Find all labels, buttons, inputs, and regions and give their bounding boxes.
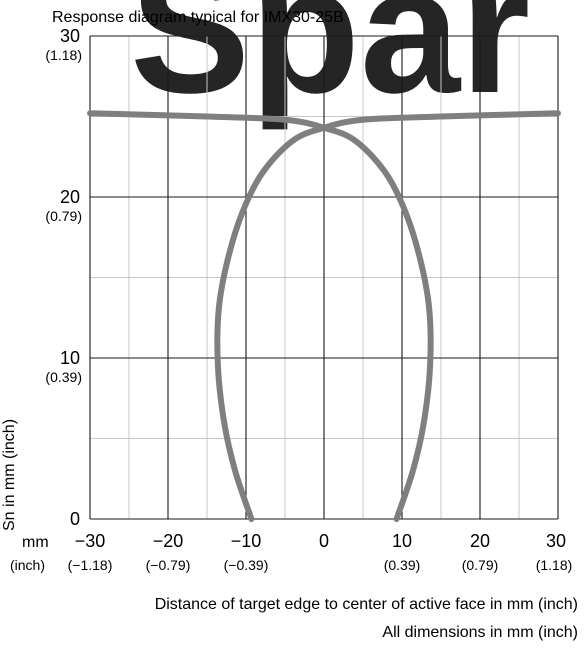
- x-axis-ticks: −30 (−1.18) −20 (−0.79) −10 (−0.39) 0 10 (0.39) 2…: [68, 531, 573, 573]
- x-tick-label: 0: [319, 531, 329, 551]
- y-tick-label: 30: [60, 26, 80, 46]
- y-tick-label: 10: [60, 348, 80, 368]
- dimensions-note: All dimensions in mm (inch): [382, 624, 578, 641]
- x-tick-label: −10: [231, 531, 262, 551]
- x-tick-label: −20: [153, 531, 184, 551]
- x-tick-label: 30: [546, 531, 566, 551]
- response-curve-right: [87, 110, 434, 522]
- response-curve-left: [214, 110, 561, 522]
- x-tick-label: 20: [470, 531, 490, 551]
- x-tick-sublabel: (1.18): [536, 557, 573, 573]
- x-axis-unit-inch: (inch): [10, 557, 45, 573]
- y-tick-sublabel: (0.79): [45, 208, 82, 224]
- x-axis-label: Distance of target edge to center of act…: [155, 596, 578, 613]
- x-tick-sublabel: (0.79): [462, 557, 499, 573]
- chart-title: Response diagram typical for IMX30-25B: [52, 9, 344, 26]
- x-tick-label: 10: [392, 531, 412, 551]
- y-tick-label: 20: [60, 187, 80, 207]
- x-tick-label: −30: [75, 531, 106, 551]
- x-tick-sublabel: (0.39): [384, 557, 421, 573]
- y-tick-label: 0: [70, 509, 80, 529]
- x-axis-unit-mm: mm: [22, 534, 49, 551]
- watermark-logo: Spar: [130, 0, 530, 131]
- x-tick-sublabel: (−1.18): [68, 557, 113, 573]
- x-tick-sublabel: (−0.79): [146, 557, 191, 573]
- grid-major: [89, 35, 559, 520]
- y-tick-sublabel: (0.39): [45, 369, 82, 385]
- y-tick-sublabel: (1.18): [45, 47, 82, 63]
- x-tick-sublabel: (−0.39): [224, 557, 269, 573]
- curves: [87, 110, 561, 522]
- y-axis-ticks: 0 10(0.39) 20(0.79) 30(1.18): [45, 26, 82, 529]
- y-axis-label: Sn in mm (inch): [1, 419, 18, 531]
